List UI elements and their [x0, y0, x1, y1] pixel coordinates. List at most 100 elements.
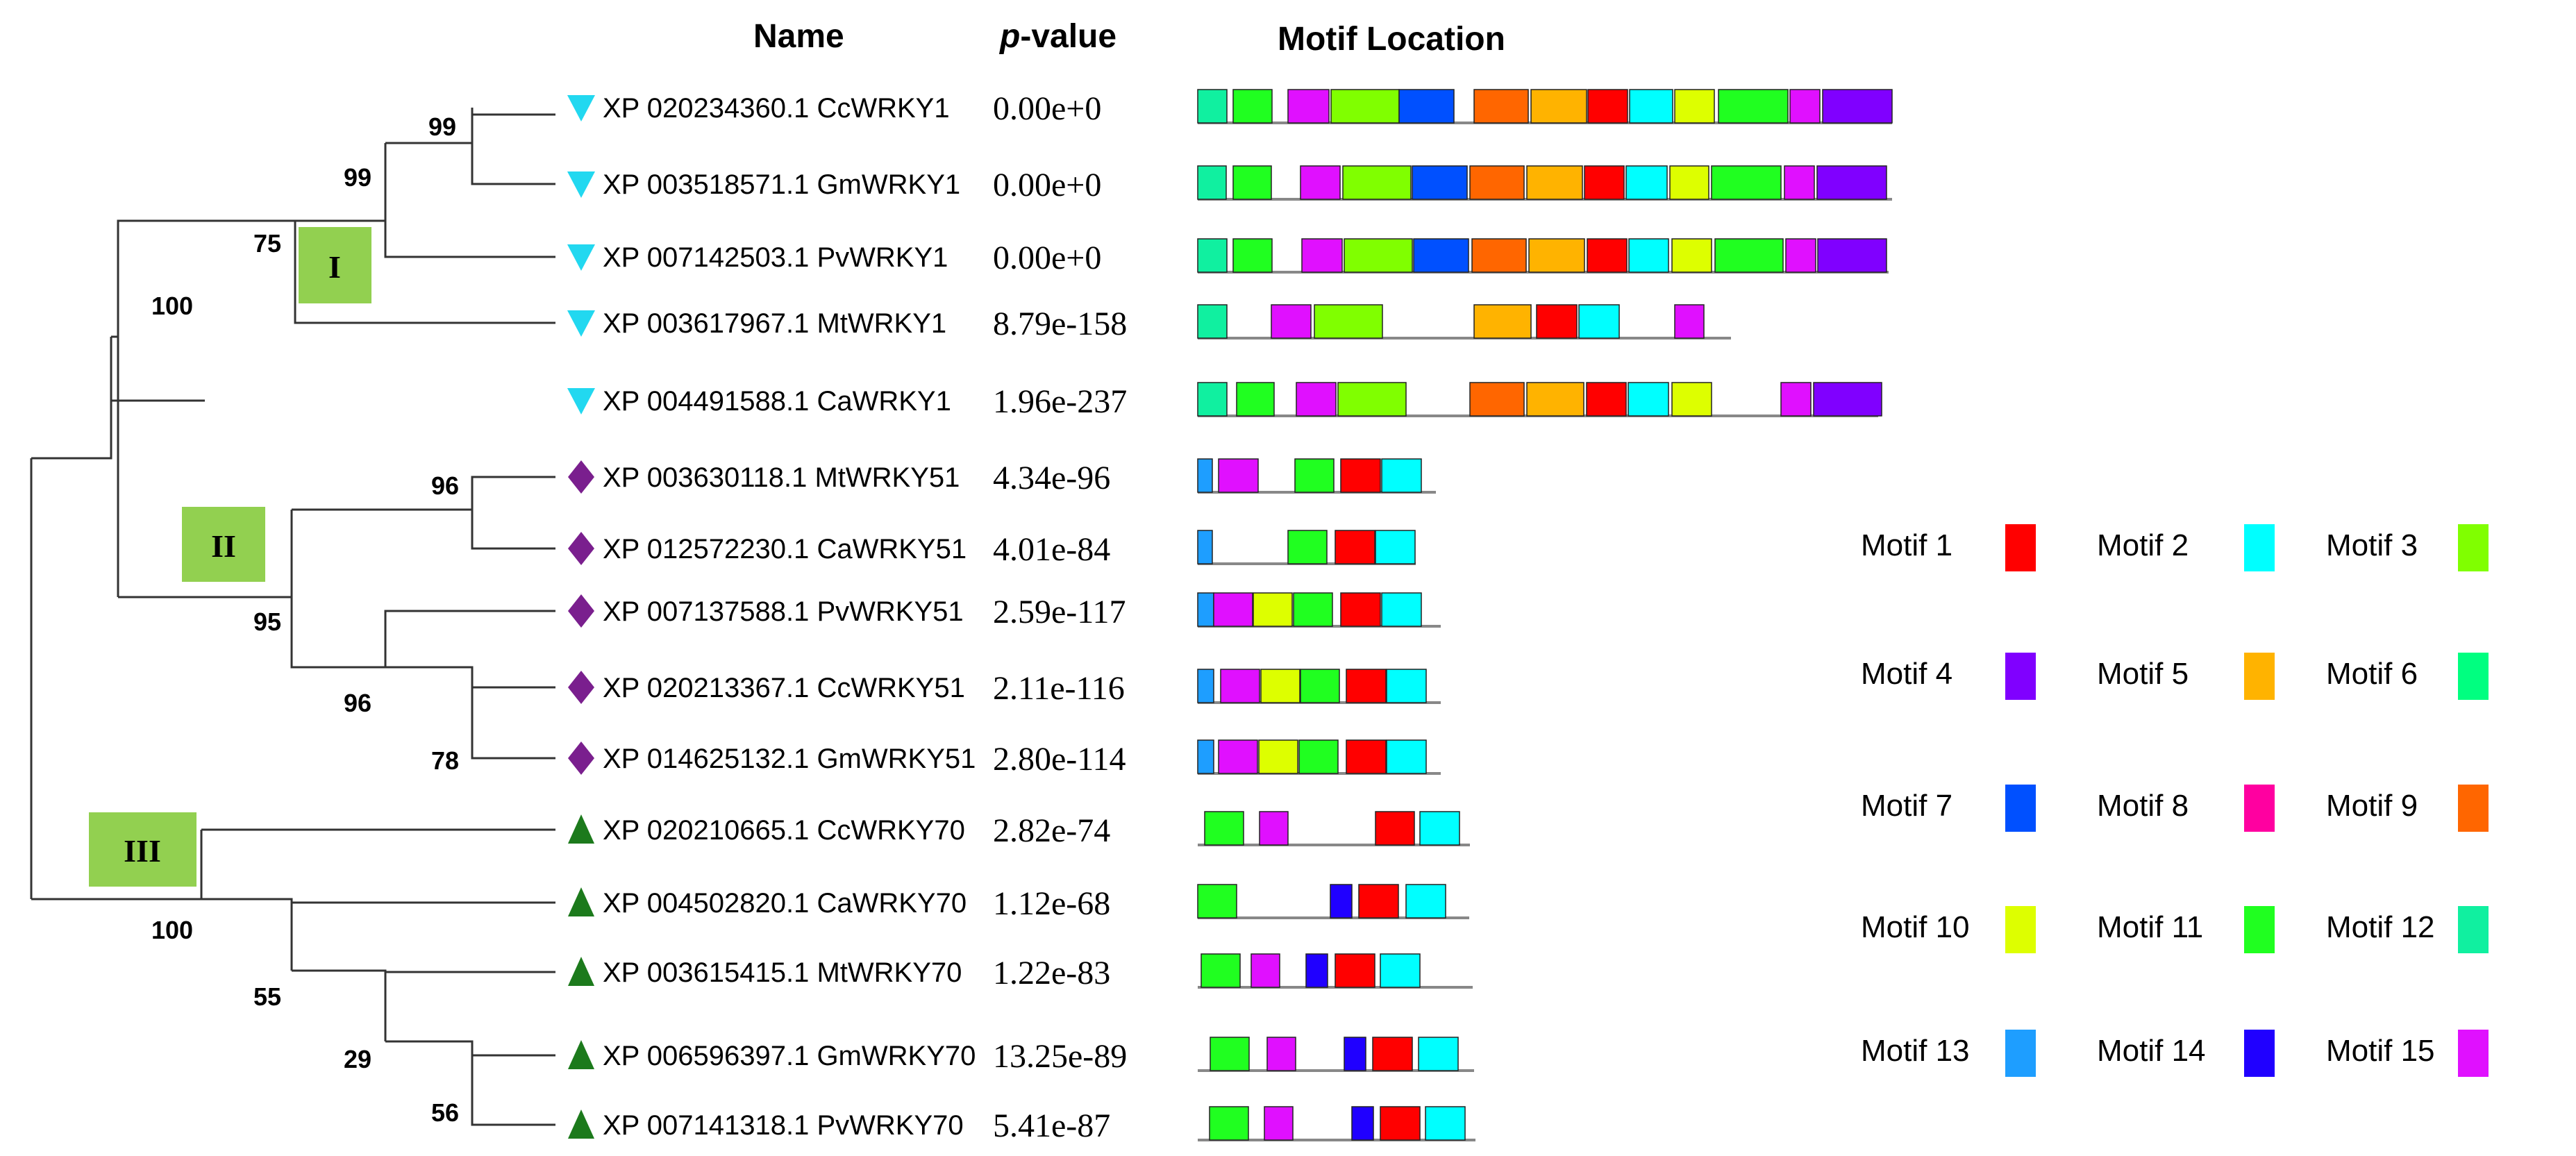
motif-14-block: [1351, 1106, 1374, 1141]
bootstrap-label: 75: [253, 229, 281, 258]
motif-13-block: [1197, 592, 1214, 627]
motif-5-block: [1528, 238, 1585, 273]
motif-15-block: [1271, 304, 1312, 339]
name-header: Name: [753, 18, 844, 55]
motif-11-block: [1201, 953, 1241, 988]
bootstrap-label: 96: [344, 689, 371, 717]
motif-1-block: [1375, 811, 1415, 846]
phylogenetic-tree: [30, 108, 555, 1126]
motif-5-block: [1473, 304, 1532, 339]
motif-11-block: [1714, 238, 1784, 273]
motif-1-block: [1372, 1037, 1413, 1071]
motif-15-block: [1218, 458, 1259, 493]
gene-row: XP 020213367.1 CcWRKY51 2.11e-116: [568, 669, 1441, 707]
legend-swatch-motif-8: [2244, 785, 2275, 832]
legend-label: Motif 8: [2097, 789, 2189, 823]
clade-ii-label: II: [211, 528, 236, 564]
motif-2-block: [1578, 304, 1620, 339]
motif-15-block: [1784, 165, 1815, 200]
legend-label: Motif 14: [2097, 1034, 2206, 1068]
motif-15-block: [1301, 238, 1343, 273]
motif-1-block: [1358, 884, 1399, 919]
motif-3-block: [1330, 89, 1400, 124]
motif-15-block: [1674, 304, 1705, 339]
legend-label: Motif 3: [2326, 528, 2418, 562]
motif-11-block: [1204, 811, 1244, 846]
bootstrap-label: 55: [253, 982, 281, 1011]
tree-branch: [118, 337, 205, 401]
motif-9-block: [1471, 238, 1527, 273]
motif-1-block: [1536, 304, 1578, 339]
legend-swatch-motif-6: [2458, 653, 2489, 700]
gene-row: XP 003617967.1 MtWRKY1 8.79e-158: [567, 304, 1731, 342]
gene-name: XP 004491588.1 CaWRKY1: [603, 386, 951, 417]
legend-swatch-motif-7: [2005, 785, 2036, 832]
p-prefix: p: [998, 18, 1020, 55]
gene-row: XP 003518571.1 GmWRKY1 0.00e+0: [567, 165, 1892, 203]
motif-10-block: [1674, 89, 1715, 124]
clade-ii-box: [182, 507, 265, 582]
clade-labels: I II III: [89, 227, 371, 887]
gene-row: XP 003630118.1 MtWRKY51 4.34e-96: [568, 458, 1436, 496]
motif-5-block: [1526, 165, 1583, 200]
bootstrap-values: 99 99 75 100 96 95 96 78 100 55 29 56: [151, 112, 459, 1127]
triangle-down-icon: [567, 244, 595, 271]
motif-1-block: [1335, 953, 1375, 988]
clade-i-box: [299, 227, 371, 303]
motif-4-block: [1816, 165, 1887, 200]
motif-2-block: [1386, 669, 1427, 703]
motif-11-block: [1711, 165, 1782, 200]
gene-name: XP 006596397.1 GmWRKY70: [603, 1041, 976, 1071]
motif-11-block: [1197, 884, 1237, 919]
motif-1-block: [1587, 238, 1628, 273]
motif-7-block: [1413, 238, 1469, 273]
motif-3-block: [1337, 382, 1407, 417]
triangle-down-icon: [567, 171, 595, 198]
triangle-down-icon: [567, 95, 595, 122]
triangle-up-icon: [568, 887, 594, 916]
legend-swatch-motif-10: [2005, 906, 2036, 953]
motif-2-block: [1419, 811, 1460, 846]
legend-label: Motif 5: [2097, 657, 2189, 691]
motif-12-block: [1197, 89, 1228, 124]
motif-2-block: [1375, 530, 1416, 564]
tree-branch: [384, 971, 555, 1126]
motif-2-block: [1380, 953, 1421, 988]
motif-15-block: [1789, 89, 1821, 124]
gene-row: XP 020234360.1 CcWRKY1 0.00e+0: [567, 89, 1893, 127]
legend-label: Motif 11: [2097, 910, 2203, 944]
bootstrap-label: 100: [151, 292, 193, 320]
bootstrap-label: 56: [431, 1098, 459, 1127]
motif-11-block: [1236, 382, 1275, 417]
bootstrap-label: 99: [344, 163, 371, 192]
legend-swatch-motif-3: [2458, 524, 2489, 571]
legend-swatch-motif-5: [2244, 653, 2275, 700]
motif-1-block: [1584, 165, 1625, 200]
motif-13-block: [1197, 669, 1214, 703]
motif-15-block: [1220, 669, 1260, 703]
legend-swatch-motif-1: [2005, 524, 2036, 571]
motif-12-block: [1197, 238, 1228, 273]
bootstrap-label: 99: [428, 112, 456, 141]
legend-swatch-motif-12: [2458, 906, 2489, 953]
p-value: 0.00e+0: [993, 240, 1101, 276]
gene-name: XP 003617967.1 MtWRKY1: [603, 308, 946, 339]
legend-label: Motif 1: [1861, 528, 1952, 562]
legend-swatch-motif-14: [2244, 1030, 2275, 1077]
motif-9-block: [1473, 89, 1529, 124]
motif-location-header: Motif Location: [1278, 21, 1505, 58]
clade-iii-label: III: [124, 833, 161, 869]
motif-11-block: [1232, 165, 1272, 200]
motif-12-block: [1197, 382, 1228, 417]
motif-15-block: [1251, 953, 1280, 988]
legend-label: Motif 10: [1861, 910, 1970, 944]
gene-name: XP 020210665.1 CcWRKY70: [603, 815, 965, 846]
legend-swatch-motif-2: [2244, 524, 2275, 571]
p-value: 1.22e-83: [993, 955, 1110, 991]
gene-name: XP 003615415.1 MtWRKY70: [603, 957, 962, 988]
p-value: 2.82e-74: [993, 812, 1110, 849]
motif-14-block: [1330, 884, 1353, 919]
p-value-header: p-value: [998, 18, 1116, 55]
motif-1-block: [1380, 1106, 1421, 1141]
p-value: 4.34e-96: [993, 460, 1110, 496]
